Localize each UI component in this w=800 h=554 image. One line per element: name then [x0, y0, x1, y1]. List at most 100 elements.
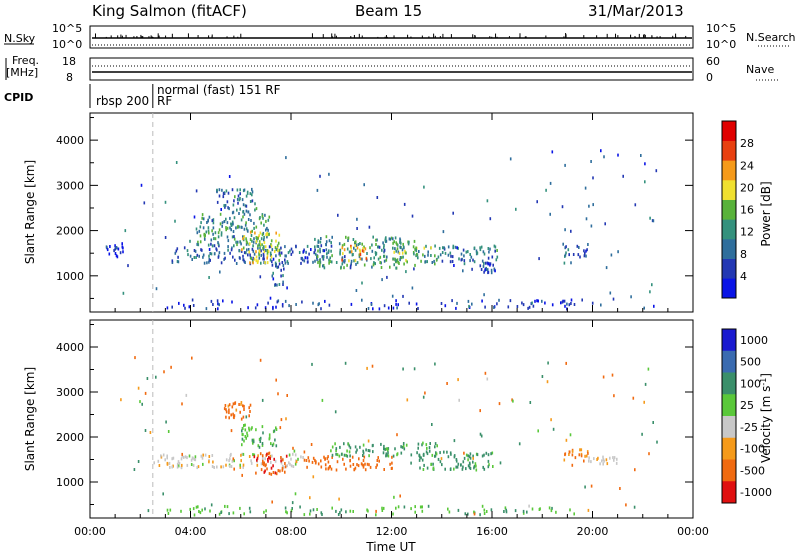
data-cell: [259, 246, 261, 250]
data-cell: [343, 442, 345, 446]
data-cell: [403, 262, 405, 266]
data-cell: [155, 287, 158, 291]
data-cell: [282, 264, 285, 267]
colorbar-tick-label: -25: [740, 421, 758, 434]
data-cell: [400, 241, 402, 245]
data-cell: [352, 463, 355, 466]
data-cell: [320, 511, 323, 515]
data-cell: [239, 463, 241, 467]
data-cell: [238, 249, 241, 253]
data-cell: [245, 251, 247, 255]
data-cell: [347, 236, 350, 240]
data-cell: [253, 226, 255, 230]
data-cell: [563, 458, 566, 462]
data-cell: [257, 236, 259, 240]
data-cell: [339, 248, 342, 252]
data-cell: [262, 252, 265, 256]
data-cell: [220, 511, 222, 514]
data-cell: [364, 468, 367, 472]
data-cell: [465, 467, 467, 471]
data-cell: [437, 255, 440, 259]
data-cell: [489, 247, 491, 251]
data-cell: [379, 255, 382, 259]
data-cell: [564, 304, 566, 308]
y-tick-label: 1000: [56, 476, 84, 489]
data-cell: [430, 254, 432, 257]
data-cell: [201, 213, 204, 217]
data-cell: [251, 247, 254, 251]
data-cell: [509, 157, 512, 161]
data-cell: [278, 251, 281, 255]
data-cell: [385, 258, 388, 262]
data-cell: [509, 299, 512, 303]
data-cell: [382, 241, 384, 245]
data-cell: [241, 432, 244, 436]
data-cell: [483, 252, 486, 256]
data-cell: [456, 465, 459, 469]
data-cell: [405, 270, 407, 274]
data-cell: [239, 197, 241, 200]
data-cell: [143, 201, 146, 205]
data-cell: [330, 449, 332, 453]
data-cell: [287, 251, 290, 255]
data-cell: [368, 463, 370, 467]
data-cell: [397, 250, 400, 254]
data-cell: [224, 256, 226, 260]
data-cell: [314, 252, 317, 256]
data-cell: [327, 460, 330, 464]
colorbar-tick-label: 12: [740, 226, 754, 239]
data-cell: [353, 246, 355, 250]
data-cell: [157, 459, 160, 463]
data-cell: [175, 161, 178, 164]
data-cell: [236, 225, 239, 229]
data-cell: [338, 497, 340, 501]
data-cell: [541, 299, 543, 303]
data-cell: [275, 305, 277, 309]
data-cell: [115, 254, 118, 258]
colorbar-tick-label: -100: [740, 443, 765, 456]
data-cell: [236, 208, 238, 212]
data-cell: [389, 265, 391, 269]
data-cell: [162, 492, 164, 496]
data-cell: [166, 508, 169, 512]
data-cell: [262, 431, 264, 435]
data-cell: [208, 231, 210, 235]
data-cell: [456, 246, 458, 250]
data-cell: [584, 251, 586, 255]
data-cell: [330, 241, 332, 245]
data-cell: [278, 258, 280, 262]
data-cell: [149, 431, 152, 434]
data-cell: [357, 243, 360, 246]
data-cell: [281, 468, 284, 472]
data-cell: [403, 202, 406, 206]
data-cell: [494, 245, 497, 249]
colorbar-swatch: [722, 329, 736, 352]
data-cell: [504, 506, 507, 510]
data-cell: [232, 412, 234, 416]
data-cell: [288, 461, 290, 465]
data-cell: [300, 261, 302, 265]
data-cell: [227, 245, 229, 249]
data-cell: [305, 459, 308, 462]
data-cell: [259, 440, 262, 443]
data-cell: [255, 471, 257, 475]
data-cell: [348, 444, 351, 448]
data-cell: [261, 458, 264, 462]
data-cell: [644, 180, 646, 184]
data-cell: [313, 251, 315, 255]
data-cell: [362, 443, 365, 447]
data-cell: [224, 504, 226, 508]
data-cell: [644, 382, 647, 386]
data-cell: [550, 509, 553, 513]
data-cell: [249, 403, 252, 407]
data-cell: [196, 253, 199, 257]
data-cell: [584, 186, 587, 190]
data-cell: [119, 251, 122, 255]
cpid-segment-normal: normal (fast) 151 RF: [157, 83, 281, 97]
data-cell: [214, 237, 217, 241]
data-cell: [236, 197, 239, 201]
data-cell: [242, 246, 245, 250]
data-cell: [424, 391, 426, 395]
data-cell: [288, 304, 290, 308]
data-cell: [255, 428, 257, 432]
